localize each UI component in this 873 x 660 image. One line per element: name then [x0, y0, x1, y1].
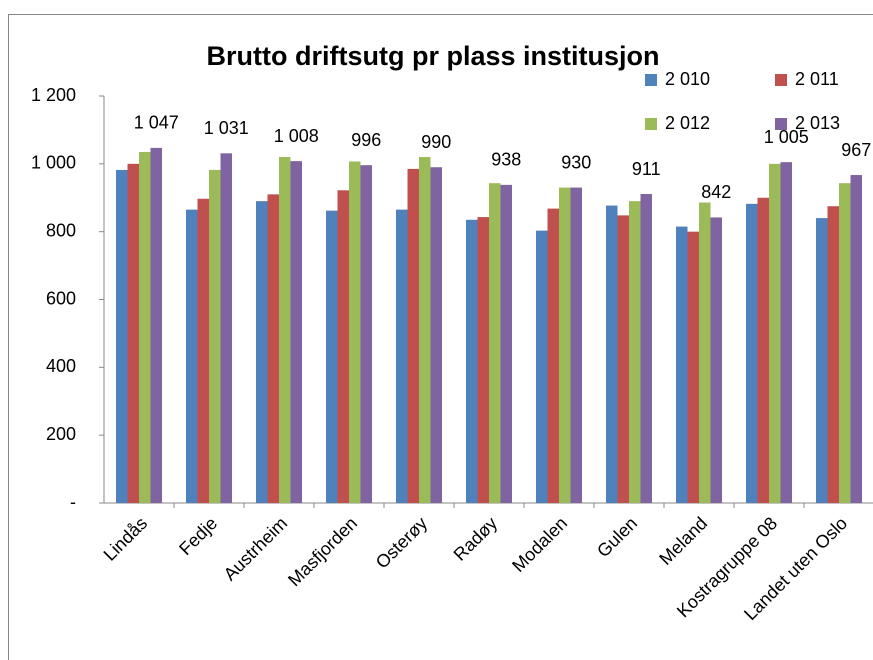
bar [850, 175, 862, 504]
value-label: 1 047 [134, 113, 179, 133]
bar [150, 147, 162, 503]
bar [559, 187, 571, 503]
value-label: 1 031 [204, 118, 249, 138]
x-tick-label: Gulen [593, 513, 641, 561]
bar [349, 161, 361, 503]
bar [220, 153, 232, 504]
bar [186, 209, 198, 503]
value-label: 938 [491, 150, 521, 170]
value-label: 996 [351, 130, 381, 150]
bar [606, 205, 618, 503]
bar [267, 194, 279, 503]
value-label: 911 [632, 159, 661, 179]
value-label: 990 [421, 132, 451, 152]
bar [839, 183, 851, 503]
bar [746, 203, 758, 504]
bar [500, 184, 512, 503]
bar [687, 231, 699, 503]
legend-label: 2 012 [665, 113, 710, 133]
bar [629, 201, 641, 503]
bar [396, 209, 408, 503]
bar [757, 197, 769, 503]
bar [769, 163, 781, 504]
y-tick-label: 400 [46, 356, 76, 376]
y-tick-label: 1 200 [31, 85, 76, 105]
bar [536, 230, 548, 503]
legend-label: 2 011 [795, 69, 839, 89]
bar [617, 215, 629, 504]
chart-title: Brutto driftsutg pr plass institusjon [207, 41, 660, 71]
bar [640, 194, 652, 503]
value-label: 930 [561, 152, 591, 172]
bar [477, 217, 489, 503]
bar [407, 168, 419, 503]
y-tick-label: 200 [46, 424, 76, 444]
value-label: 1 008 [274, 126, 319, 146]
bar [360, 165, 372, 503]
chart-border [8, 14, 873, 660]
x-tick-label: Modalen [508, 513, 571, 576]
x-tick-label: Lindås [100, 513, 152, 565]
bar [827, 206, 839, 503]
y-tick-label: - [70, 492, 76, 512]
bar [430, 167, 442, 503]
value-label: 1 005 [764, 127, 809, 147]
bar [337, 190, 349, 503]
bar [116, 169, 128, 503]
y-tick-label: 1 000 [31, 153, 76, 173]
bar [139, 151, 151, 503]
x-tick-label: Radøy [450, 513, 502, 565]
value-label: 842 [701, 182, 731, 202]
value-label: 967 [841, 140, 871, 160]
bar [710, 217, 722, 503]
y-tick-label: 800 [46, 220, 76, 240]
x-tick-label: Masfjorden [284, 513, 361, 590]
x-tick-label: Osterøy [372, 513, 431, 572]
bar [466, 219, 478, 503]
x-tick-label: Meland [655, 513, 711, 569]
x-tick-label: Austrheim [220, 513, 291, 584]
bar [780, 162, 792, 503]
legend-swatch [645, 74, 657, 86]
bar [197, 198, 209, 503]
legend-swatch [775, 74, 787, 86]
legend-label: 2 010 [665, 69, 710, 89]
bar [676, 226, 688, 503]
bar [209, 169, 221, 503]
legend-label: 2 013 [795, 113, 840, 133]
bar [127, 163, 139, 504]
bar [279, 157, 291, 504]
bar [489, 183, 501, 503]
x-tick-label: Fedje [175, 513, 221, 559]
bar [290, 161, 302, 503]
legend-swatch [775, 118, 787, 130]
bar [256, 201, 268, 503]
bar [699, 202, 711, 503]
y-tick-label: 600 [46, 288, 76, 308]
bar [419, 157, 431, 504]
legend-swatch [645, 118, 657, 130]
bar [547, 208, 559, 503]
bar [326, 210, 338, 503]
bar [570, 187, 582, 503]
bar [816, 218, 828, 503]
